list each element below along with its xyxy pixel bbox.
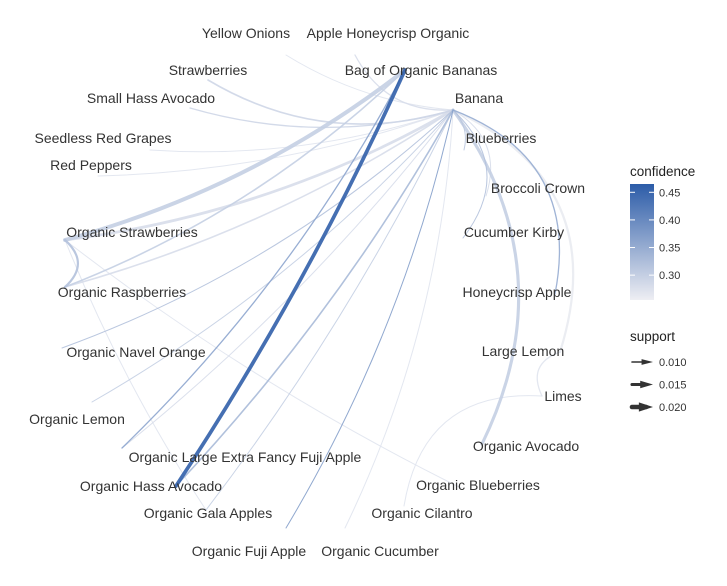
- edge-organic_raspberries-to-organic_strawberries: [63, 238, 80, 289]
- edge-organic_raspberries-to-banana: [64, 109, 454, 288]
- edge-organic_fuji_apple-to-banana: [285, 109, 454, 529]
- edge-organic_raspberries-to-bag_of_organic_bananas: [64, 69, 406, 288]
- legend-support-tick: 0.015: [659, 380, 687, 392]
- edge-honeycrisp_apple-to-banana: [452, 109, 561, 295]
- node-label-red-peppers: Red Peppers: [50, 157, 132, 173]
- legend-confidence-tick: 0.35: [659, 243, 680, 255]
- edge-broccoli_crown-to-banana: [452, 109, 492, 197]
- edge-organic_avocado-to-banana: [451, 108, 521, 446]
- edge-organic_cilantro-to-limes: [403, 395, 543, 507]
- edge-organic_cucumber-to-banana: [344, 109, 454, 529]
- node-label-seedless-red-grapes: Seedless Red Grapes: [35, 130, 172, 146]
- node-label-organic-raspberries: Organic Raspberries: [58, 284, 186, 300]
- legend-support-arrowhead: [641, 359, 653, 365]
- edge-organic_navel_orange-to-banana: [61, 109, 454, 349]
- edge-organic_blueberries-to-organic_strawberries: [64, 239, 462, 489]
- edge-organic_hass_avocado-to-banana: [175, 109, 454, 487]
- edge-organic_large_extra_fancy_fuji_apple-to-bag_of_organic_bananas: [121, 69, 406, 449]
- edge-organic_strawberries-to-banana: [63, 108, 455, 242]
- node-label-large-lemon: Large Lemon: [482, 343, 565, 359]
- legend-confidence-tick: 0.40: [659, 215, 680, 227]
- node-label-bag-of-organic-bananas: Bag of Organic Bananas: [345, 62, 498, 78]
- legend-confidence: confidence 0.45 0.40 0.35 0.30: [630, 164, 695, 300]
- edge-strawberries-to-banana: [207, 79, 454, 125]
- node-label-limes: Limes: [544, 388, 581, 404]
- node-label-blueberries: Blueberries: [466, 130, 537, 146]
- legend-support-arrowhead: [638, 402, 653, 412]
- node-label-apple-honeycrisp-organic: Apple Honeycrisp Organic: [307, 25, 470, 41]
- legend-support-arrowhead: [640, 380, 653, 389]
- node-label-cucumber-kirby: Cucumber Kirby: [464, 224, 564, 240]
- node-label-organic-large-extra-fancy-fuji-apple: Organic Large Extra Fancy Fuji Apple: [129, 449, 362, 465]
- legend-confidence-tick: 0.30: [659, 270, 680, 282]
- edge-small_hass_avocado-to-banana: [189, 107, 454, 129]
- node-label-yellow-onions: Yellow Onions: [202, 25, 290, 41]
- node-label-organic-navel-orange: Organic Navel Orange: [66, 344, 206, 360]
- node-label-organic-avocado: Organic Avocado: [473, 438, 580, 454]
- node-label-organic-fuji-apple: Organic Fuji Apple: [192, 543, 307, 559]
- node-label-organic-gala-apples: Organic Gala Apples: [144, 505, 272, 521]
- edge-red_peppers-to-banana: [97, 109, 454, 177]
- node-label-small-hass-avocado: Small Hass Avocado: [87, 90, 215, 106]
- node-label-organic-lemon: Organic Lemon: [29, 411, 125, 427]
- node-label-organic-blueberries: Organic Blueberries: [416, 477, 540, 493]
- node-label-honeycrisp-apple: Honeycrisp Apple: [463, 284, 572, 300]
- edge-seedless_red_grapes-to-banana: [149, 109, 454, 153]
- legend-support-tick: 0.010: [659, 357, 687, 369]
- edge-organic_strawberries-to-bag_of_organic_bananas: [63, 68, 407, 242]
- edge-yellow_onions-to-banana: [285, 54, 454, 111]
- edge-organic_large_extra_fancy_fuji_apple-to-banana: [121, 109, 454, 449]
- legend-support: support 0.010 0.015 0.020: [629, 329, 687, 414]
- node-label-strawberries: Strawberries: [169, 62, 248, 78]
- edge-organic_hass_avocado-to-bag_of_organic_bananas: [174, 68, 407, 488]
- node-label-organic-cucumber: Organic Cucumber: [321, 543, 439, 559]
- legend-support-title: support: [630, 329, 675, 344]
- edge-limes-to-large_lemon: [536, 351, 561, 397]
- edges-layer: [61, 54, 575, 529]
- node-label-broccoli-crown: Broccoli Crown: [491, 180, 585, 196]
- legend-colorbar: [630, 184, 654, 300]
- edge-organic_gala_apples-to-banana: [205, 109, 454, 511]
- edge-large_lemon-to-banana: [451, 108, 575, 354]
- node-label-organic-hass-avocado: Organic Hass Avocado: [80, 478, 222, 494]
- edge-organic_lemon-to-banana: [91, 109, 454, 403]
- node-label-organic-cilantro: Organic Cilantro: [371, 505, 472, 521]
- legend-confidence-title: confidence: [630, 164, 695, 179]
- node-label-organic-strawberries: Organic Strawberries: [66, 224, 198, 240]
- edge-cucumber_kirby-to-banana: [452, 109, 488, 239]
- node-labels-layer: Yellow Onions Apple Honeycrisp Organic Str…: [29, 25, 585, 559]
- legend-support-tick: 0.020: [659, 402, 687, 414]
- node-label-banana: Banana: [455, 90, 503, 106]
- legend-confidence-tick: 0.45: [659, 187, 680, 199]
- edge-apple_honeycrisp_organic-to-banana: [354, 54, 454, 111]
